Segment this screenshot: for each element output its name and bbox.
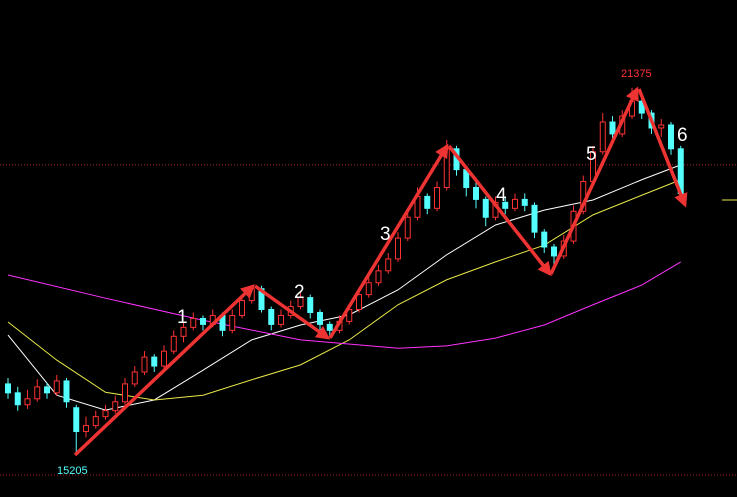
candle-body [83,425,89,433]
candle-layer [5,87,684,456]
candle-body [122,383,128,403]
candle-body [356,294,362,311]
candle-body [44,386,50,394]
wave-arrows [73,86,688,457]
candle-body [141,356,148,373]
candle-body [375,270,382,284]
candle-body [424,195,431,209]
candle-body [317,311,323,325]
candle-body [229,314,236,331]
candle-body [14,392,21,406]
wave-arrow [549,86,639,275]
wave-labels: 1 2 3 4 5 6 [177,125,688,328]
candle-body [395,237,401,260]
wave-arrow [253,284,331,340]
candle-body [5,383,11,394]
candle-body [151,356,158,367]
candle-body [668,124,674,150]
candle-body [658,124,665,129]
wave-label: 6 [677,125,688,146]
wave-label: 3 [380,224,391,245]
candle-body [473,186,479,200]
low-label: 15205 [57,465,88,477]
candle-body [502,201,509,209]
wave-label: 4 [496,185,507,206]
high-label: 21375 [621,68,652,80]
wave-arrow [328,143,449,339]
moving-average [7,261,682,349]
candle-body [531,204,538,233]
candle-body [297,297,304,308]
wave-label: 1 [177,307,188,328]
candle-body [521,198,528,206]
candle-body [609,121,616,135]
candle-body [326,323,333,331]
candle-body [434,186,440,209]
candle-body [599,121,606,153]
candle-body [385,258,392,272]
wave-arrow [73,284,256,457]
candle-body [365,282,372,296]
candle-body [92,416,99,427]
candle-body [541,231,548,248]
candle-body [180,326,187,337]
wave-arrow [447,144,552,277]
wave-arrow [637,88,688,208]
candle-body [443,148,450,188]
candle-body [239,300,245,316]
candle-body [170,335,177,352]
candle-body [307,297,314,313]
candle-body [482,198,489,218]
candle-body [53,380,60,394]
candle-body [24,398,31,406]
moving-average [7,179,681,401]
wave-label: 5 [586,144,597,165]
wave-label: 2 [294,282,305,303]
candle-body [268,309,275,325]
candle-body [638,100,645,114]
candle-body [131,371,138,385]
candle-body [200,317,206,325]
candle-body [404,216,411,239]
candle-body [63,380,70,403]
candle-body [512,198,518,209]
candle-body [278,314,284,325]
candle-body [161,350,167,367]
candle-body [73,407,80,433]
candle-body [190,317,197,328]
candle-body [112,401,119,412]
candle-body [551,246,557,257]
candle-body [102,410,109,418]
candle-body [34,386,41,400]
